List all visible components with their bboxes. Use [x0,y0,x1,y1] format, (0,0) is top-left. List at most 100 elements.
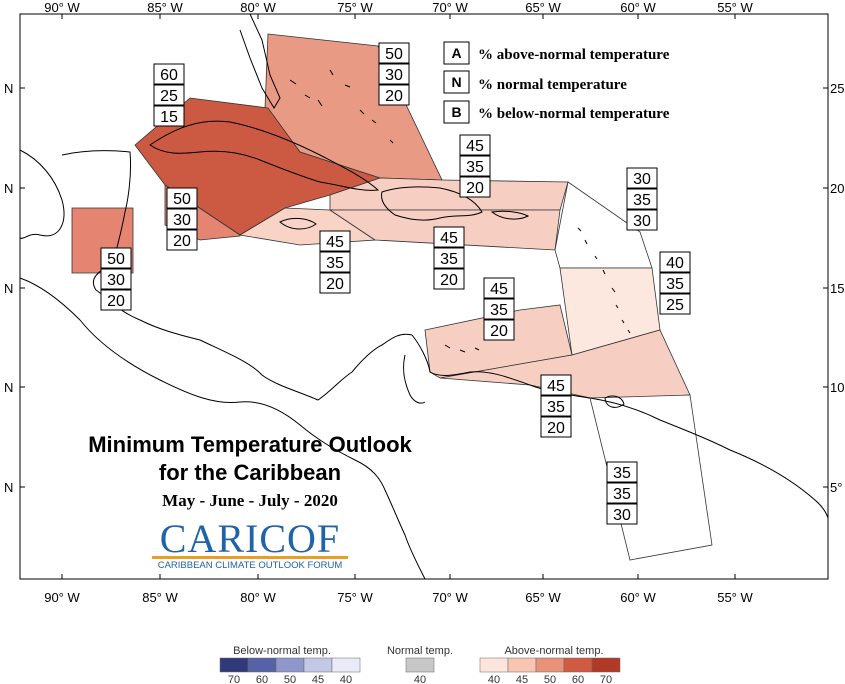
probability-box [606,461,638,483]
coast-cuba [149,120,380,191]
lon-top-label: 65° W [525,0,561,15]
legend-swatch [247,657,277,673]
probability-value: 15 [160,109,178,126]
probability-box [659,293,691,315]
lat-right-label: 5° [830,480,842,495]
lon-top-label: 90° W [44,0,80,15]
lat-right-label: 20 [830,181,844,196]
lon-bottom-label: 85° W [142,590,178,605]
top-longitude-axis: 90° W 85° W 80° W 75° W 70° W 65° W 60° … [44,0,753,15]
probability-value: 35 [613,465,631,482]
probability-value: 45 [490,281,508,298]
lat-left-label: N [4,480,13,495]
lon-top-label: 75° W [337,0,373,15]
coast-maracaibo [403,354,426,404]
probability-box [378,84,410,106]
legend-swatch [535,657,565,673]
probability-box [459,176,491,198]
legend-swatch [303,657,333,673]
lat-right-label: 15 [830,281,844,296]
season-label: May - June - July - 2020 [162,491,338,510]
probability-value: 20 [173,233,191,250]
key-letter-box [443,100,470,124]
legend-swatch [219,657,249,673]
lon-bottom-label: 70° W [432,590,468,605]
lesser-antilles-islands [577,227,631,334]
probability-box [166,208,198,230]
probability-box [378,42,410,64]
probability-value: 35 [466,159,484,176]
legend-swatch [331,657,361,673]
legend-normal-label: Normal temp. [387,645,453,657]
coast-yucatan-west [19,149,65,239]
title-block: Minimum Temperature Outlook for the Cari… [88,432,412,571]
legend-swatch [479,657,509,673]
coast-hispaniola [381,186,483,221]
probability-value: 25 [666,297,684,314]
probability-value: 20 [326,276,344,293]
lon-top-label: 70° W [432,0,468,15]
probability-value: 50 [173,191,191,208]
probability-box [659,272,691,294]
key-letter: B [451,104,461,120]
lon-bottom-label: 80° W [240,590,276,605]
legend-tick-label: 70 [228,674,240,684]
probability-box [319,230,351,252]
lon-top-label: 85° W [147,0,183,15]
legend-below-label: Below-normal temp. [233,645,331,657]
probability-box [100,289,132,311]
small-islands [289,69,631,353]
probability-box [153,105,185,127]
coast-puerto-rico [490,210,530,220]
probability-value: 45 [440,230,458,247]
probability-value: 20 [107,293,125,310]
legend-tick-label: 50 [284,674,296,684]
probability-box [540,416,572,438]
probability-value: 20 [385,88,403,105]
lat-left-label: N [4,281,13,296]
lon-top-label: 55° W [717,0,753,15]
probability-value: 20 [547,420,565,437]
key-text: % below-normal temperature [478,106,670,122]
lat-right-label: 25 [830,81,844,96]
map-title-line2: for the Caribbean [159,460,341,485]
lon-bottom-label: 55° W [717,590,753,605]
coastlines [19,13,829,580]
key-text: % above-normal temperature [478,47,670,63]
probability-box [540,395,572,417]
legend-swatch [591,657,621,673]
probability-key: A % above-normal temperature N % normal … [443,41,670,124]
legend-normal-swatches: 40 [405,657,435,684]
probability-value: 30 [107,272,125,289]
probability-box [626,209,658,231]
probability-box [606,503,638,525]
probability-box [319,272,351,294]
caricof-subtitle: CARIBBEAN CLIMATE OUTLOOK FORUM [158,560,343,571]
key-letter: N [451,74,461,90]
region-labels: 60 25 15 50 30 20 50 30 20 50 30 20 45 35 20 45 35 20 45 35… [100,42,691,525]
legend-swatch [563,657,593,673]
probability-box [540,374,572,396]
lon-bottom-label: 75° W [337,590,373,605]
probability-box [483,277,515,299]
probability-value: 45 [326,234,344,251]
legend-tick-label: 45 [312,674,324,684]
coast-jamaica [279,217,317,230]
map-title-line1: Minimum Temperature Outlook [88,432,412,457]
probability-value: 30 [633,171,651,188]
probability-box [459,134,491,156]
probability-box [378,63,410,85]
probability-value: 30 [613,507,631,524]
key-letter-box [443,41,470,65]
lat-right-label: 10 [830,380,844,395]
bahamas-islands [289,69,394,144]
right-latitude-axis: 25 20 15 10 5° [830,81,844,495]
legend-tick-label: 40 [488,674,500,684]
lat-left-label: N [4,181,13,196]
key-letter-box [443,70,470,94]
probability-value: 30 [385,67,403,84]
probability-value: 20 [490,323,508,340]
probability-value: 45 [547,378,565,395]
probability-box [606,482,638,504]
